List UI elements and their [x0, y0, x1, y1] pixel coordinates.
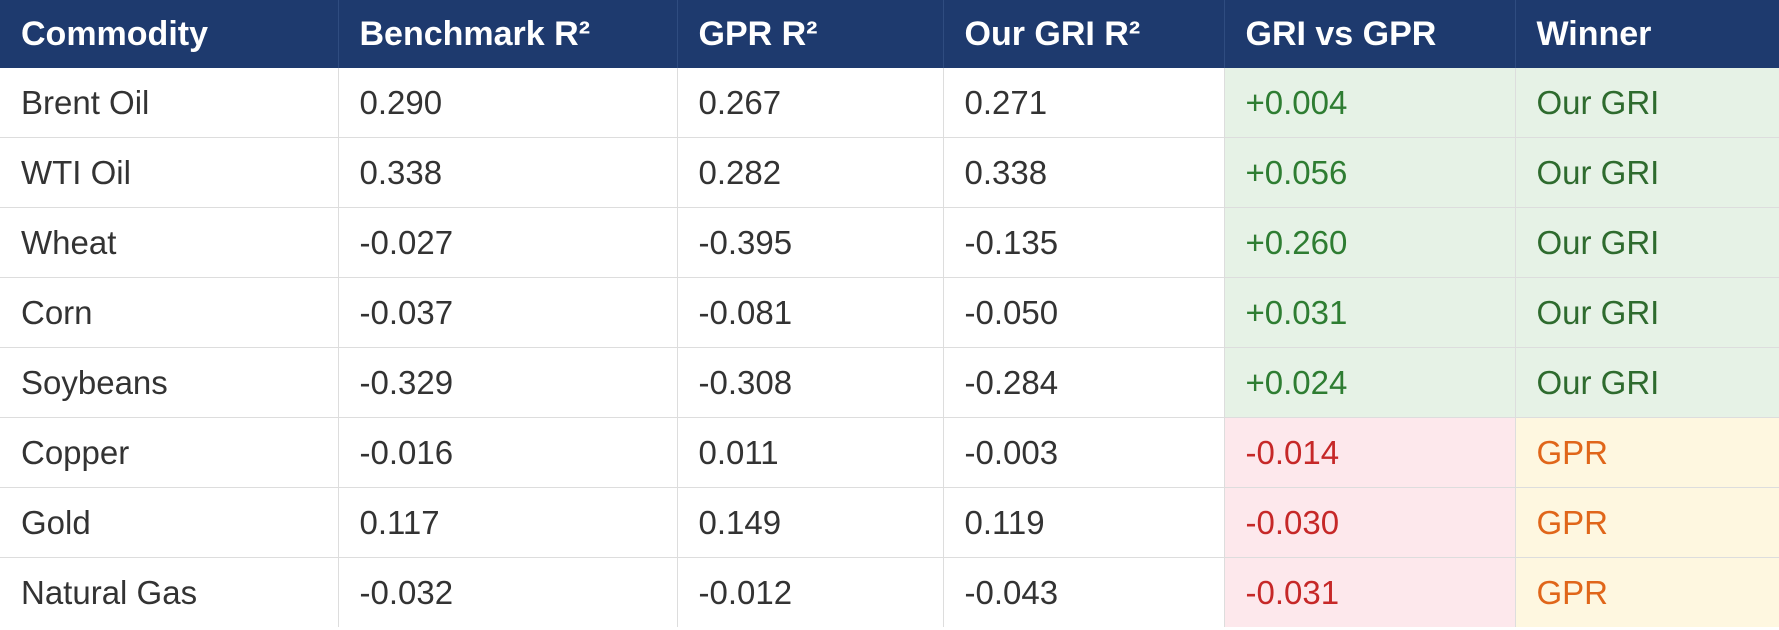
cell-benchmark-r2: 0.290: [338, 68, 678, 138]
cell-benchmark-r2: -0.027: [338, 207, 678, 278]
header-row: Commodity Benchmark R² GPR R² Our GRI R²…: [0, 0, 1779, 68]
cell-gri-r2: -0.003: [943, 417, 1225, 488]
table-row: Gold 0.117 0.149 0.119 -0.030 GPR: [0, 487, 1779, 558]
cell-benchmark-r2: -0.032: [338, 557, 678, 627]
cell-gpr-r2: -0.081: [677, 277, 944, 348]
header-winner: Winner: [1515, 0, 1779, 68]
cell-gri-vs-gpr: -0.031: [1224, 557, 1516, 627]
cell-gri-r2: 0.119: [943, 487, 1225, 558]
table-row: Natural Gas -0.032 -0.012 -0.043 -0.031 …: [0, 557, 1779, 627]
header-gri-r2: Our GRI R²: [943, 0, 1225, 68]
cell-winner: Our GRI: [1515, 68, 1779, 138]
cell-winner: Our GRI: [1515, 347, 1779, 418]
cell-gpr-r2: -0.308: [677, 347, 944, 418]
cell-winner: GPR: [1515, 557, 1779, 627]
cell-gri-vs-gpr: -0.030: [1224, 487, 1516, 558]
cell-winner: Our GRI: [1515, 137, 1779, 208]
table-row: Wheat -0.027 -0.395 -0.135 +0.260 Our GR…: [0, 207, 1779, 278]
table-row: Copper -0.016 0.011 -0.003 -0.014 GPR: [0, 417, 1779, 488]
cell-gri-vs-gpr: +0.024: [1224, 347, 1516, 418]
cell-gri-r2: -0.135: [943, 207, 1225, 278]
cell-commodity: WTI Oil: [0, 137, 339, 208]
cell-benchmark-r2: -0.016: [338, 417, 678, 488]
cell-gri-vs-gpr: +0.031: [1224, 277, 1516, 348]
cell-gri-r2: -0.284: [943, 347, 1225, 418]
cell-winner: Our GRI: [1515, 277, 1779, 348]
cell-benchmark-r2: -0.037: [338, 277, 678, 348]
table-row: Soybeans -0.329 -0.308 -0.284 +0.024 Our…: [0, 347, 1779, 418]
cell-gpr-r2: -0.012: [677, 557, 944, 627]
cell-winner: Our GRI: [1515, 207, 1779, 278]
cell-benchmark-r2: -0.329: [338, 347, 678, 418]
cell-gri-vs-gpr: -0.014: [1224, 417, 1516, 488]
cell-commodity: Soybeans: [0, 347, 339, 418]
cell-commodity: Copper: [0, 417, 339, 488]
cell-gri-r2: 0.338: [943, 137, 1225, 208]
cell-gpr-r2: -0.395: [677, 207, 944, 278]
cell-gri-r2: -0.050: [943, 277, 1225, 348]
header-commodity: Commodity: [0, 0, 339, 68]
cell-gri-vs-gpr: +0.056: [1224, 137, 1516, 208]
table-row: Brent Oil 0.290 0.267 0.271 +0.004 Our G…: [0, 68, 1779, 138]
cell-commodity: Natural Gas: [0, 557, 339, 627]
cell-winner: GPR: [1515, 417, 1779, 488]
header-benchmark-r2: Benchmark R²: [338, 0, 678, 68]
cell-gpr-r2: 0.011: [677, 417, 944, 488]
cell-gri-r2: -0.043: [943, 557, 1225, 627]
cell-commodity: Brent Oil: [0, 68, 339, 138]
cell-gri-r2: 0.271: [943, 68, 1225, 138]
cell-winner: GPR: [1515, 487, 1779, 558]
cell-commodity: Gold: [0, 487, 339, 558]
cell-gpr-r2: 0.267: [677, 68, 944, 138]
cell-commodity: Wheat: [0, 207, 339, 278]
header-gri-vs-gpr: GRI vs GPR: [1224, 0, 1516, 68]
cell-benchmark-r2: 0.338: [338, 137, 678, 208]
cell-commodity: Corn: [0, 277, 339, 348]
cell-gri-vs-gpr: +0.260: [1224, 207, 1516, 278]
cell-gri-vs-gpr: +0.004: [1224, 68, 1516, 138]
table-row: Corn -0.037 -0.081 -0.050 +0.031 Our GRI: [0, 277, 1779, 348]
cell-benchmark-r2: 0.117: [338, 487, 678, 558]
header-gpr-r2: GPR R²: [677, 0, 944, 68]
cell-gpr-r2: 0.149: [677, 487, 944, 558]
table-row: WTI Oil 0.338 0.282 0.338 +0.056 Our GRI: [0, 137, 1779, 208]
cell-gpr-r2: 0.282: [677, 137, 944, 208]
